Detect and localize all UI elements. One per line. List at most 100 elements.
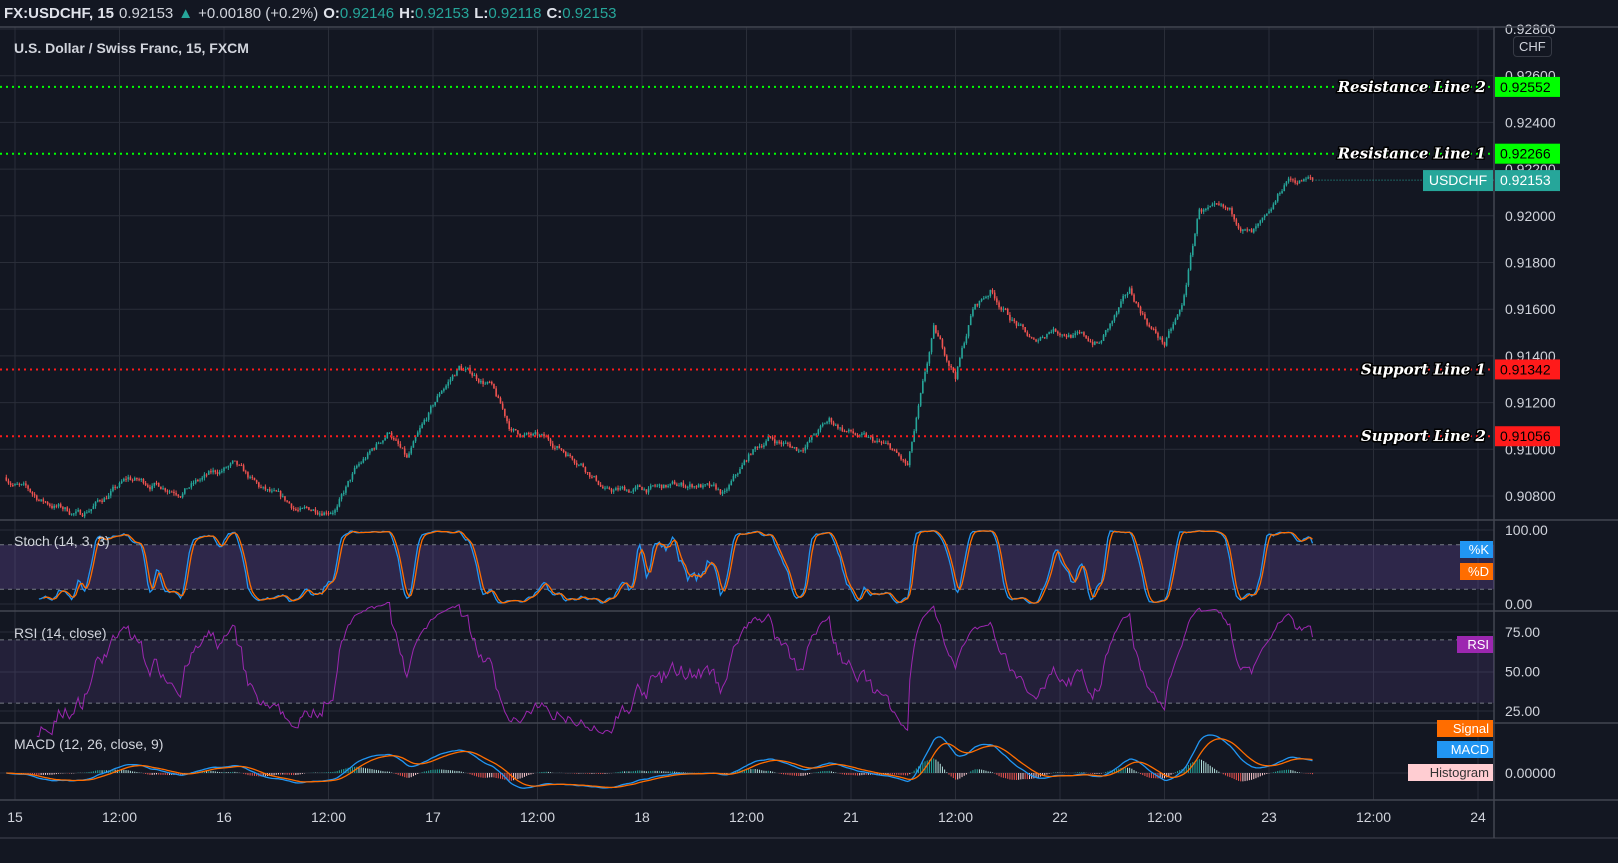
candle-body bbox=[66, 507, 69, 512]
candle-body bbox=[510, 429, 513, 431]
candle-body bbox=[16, 483, 18, 485]
currency-button[interactable]: CHF bbox=[1513, 36, 1552, 57]
candle-body bbox=[597, 480, 600, 485]
candle-body bbox=[414, 436, 417, 442]
candle-body bbox=[253, 477, 256, 481]
candle-body bbox=[1242, 229, 1244, 232]
candle-body bbox=[689, 484, 691, 487]
candle-body bbox=[830, 418, 833, 423]
candle-body bbox=[752, 449, 754, 455]
symbol-label[interactable]: FX:USDCHF, 15 bbox=[4, 4, 115, 22]
candle-body bbox=[787, 442, 789, 444]
candle-body bbox=[123, 478, 125, 482]
candle-body bbox=[467, 367, 469, 370]
close-value: 0.92153 bbox=[562, 4, 617, 22]
candle-body bbox=[619, 488, 622, 490]
candle-body bbox=[1178, 309, 1181, 315]
candle-body bbox=[593, 475, 595, 478]
candle-body bbox=[617, 488, 619, 490]
candle-body bbox=[273, 490, 275, 492]
candle-body bbox=[867, 436, 870, 438]
candle-body bbox=[1220, 204, 1222, 206]
candle-body bbox=[375, 443, 378, 449]
candle-body bbox=[882, 442, 885, 444]
candle-body bbox=[364, 458, 367, 460]
candle-body bbox=[523, 434, 526, 436]
candle-body bbox=[945, 355, 948, 361]
candle-body bbox=[114, 486, 116, 488]
candle-body bbox=[532, 433, 534, 436]
candle-body bbox=[582, 463, 585, 467]
candle-body bbox=[580, 463, 582, 465]
candle-body bbox=[530, 433, 532, 436]
candle-body bbox=[449, 379, 452, 382]
candle-body bbox=[153, 482, 156, 486]
candle-body bbox=[726, 489, 728, 491]
candle-body bbox=[490, 381, 493, 384]
candle-body bbox=[508, 421, 510, 430]
candle-body bbox=[303, 506, 306, 509]
candle-body bbox=[1074, 333, 1077, 336]
candle-body bbox=[1170, 328, 1172, 332]
candle-body bbox=[795, 447, 798, 451]
candle-body bbox=[560, 448, 563, 451]
candle-body bbox=[345, 486, 347, 493]
candle-body bbox=[451, 375, 454, 380]
candle-body bbox=[1229, 208, 1231, 210]
candle-body bbox=[321, 513, 323, 516]
candle-body bbox=[750, 454, 752, 456]
candle-body bbox=[214, 470, 217, 473]
candle-body bbox=[99, 500, 101, 502]
candle-body bbox=[72, 513, 75, 515]
candle-body bbox=[410, 447, 413, 454]
candle-body bbox=[290, 503, 293, 509]
candle-body bbox=[575, 462, 578, 466]
candle-body bbox=[1181, 305, 1183, 310]
candle-body bbox=[586, 472, 589, 474]
candle-body bbox=[567, 454, 569, 457]
candle-body bbox=[1135, 301, 1137, 304]
candle-body bbox=[983, 298, 985, 300]
level-label: Support Line 2 bbox=[1361, 427, 1486, 445]
candle-body bbox=[166, 490, 169, 492]
candle-body bbox=[488, 381, 491, 383]
candle-body bbox=[299, 508, 301, 511]
candle-body bbox=[747, 454, 750, 461]
candle-body bbox=[512, 428, 515, 431]
candle-body bbox=[813, 434, 815, 436]
candle-body bbox=[1196, 219, 1198, 234]
time-axis-label: 12:00 bbox=[311, 809, 346, 825]
candle-body bbox=[240, 465, 243, 467]
candle-body bbox=[221, 471, 223, 473]
candle-body bbox=[1270, 209, 1272, 212]
candle-body bbox=[1194, 233, 1196, 246]
candle-body bbox=[379, 442, 382, 444]
candle-body bbox=[38, 499, 40, 501]
candle-body bbox=[1202, 209, 1205, 212]
candle-body bbox=[423, 419, 426, 424]
candle-body bbox=[486, 381, 489, 384]
candle-body bbox=[325, 512, 328, 514]
candle-body bbox=[1013, 319, 1016, 322]
candle-body bbox=[447, 381, 450, 386]
candle-body bbox=[1059, 333, 1061, 336]
candle-body bbox=[1235, 219, 1238, 225]
candle-body bbox=[5, 477, 8, 481]
candle-body bbox=[743, 460, 746, 465]
high-label: H: bbox=[399, 4, 415, 22]
candle-body bbox=[1161, 337, 1164, 343]
candle-body bbox=[1085, 335, 1087, 339]
time-axis-label: 15 bbox=[7, 809, 23, 825]
candle-body bbox=[551, 443, 554, 448]
candle-body bbox=[919, 393, 922, 406]
rsi-band bbox=[0, 639, 1494, 704]
candle-body bbox=[926, 363, 928, 373]
candle-body bbox=[7, 480, 10, 484]
candle-body bbox=[902, 459, 905, 461]
candle-body bbox=[1300, 180, 1303, 182]
candle-body bbox=[1311, 177, 1314, 181]
candle-body bbox=[495, 388, 497, 397]
candle-body bbox=[1048, 332, 1050, 335]
candle-body bbox=[993, 292, 996, 299]
